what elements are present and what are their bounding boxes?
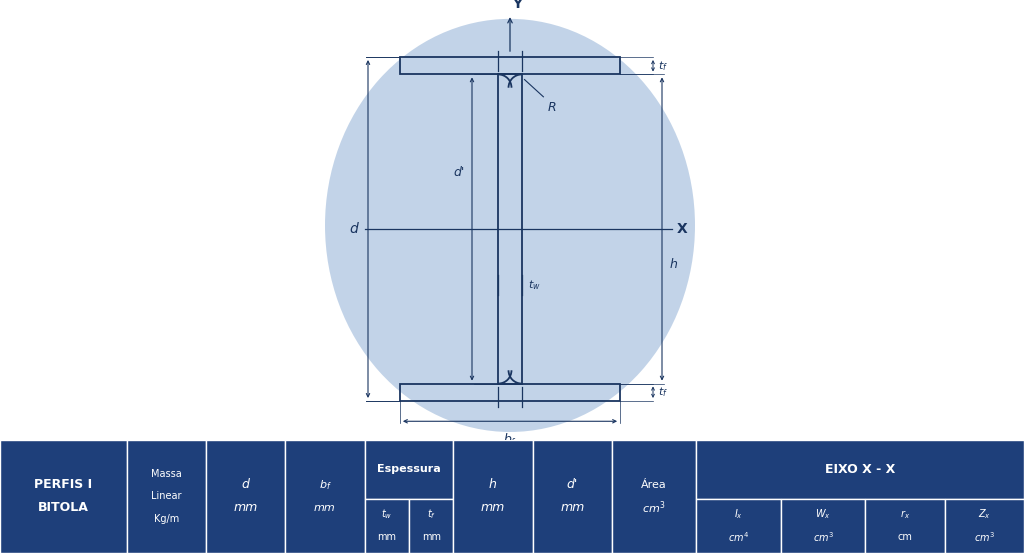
Text: $cm^4$: $cm^4$ [728, 530, 750, 544]
Bar [696, 499, 781, 553]
Text: d': d' [566, 478, 578, 492]
Text: cm: cm [898, 532, 912, 542]
Bar [781, 499, 865, 553]
Text: $b_f$: $b_f$ [318, 478, 332, 492]
Ellipse shape [325, 19, 695, 432]
Text: h: h [489, 478, 497, 492]
Text: Y: Y [512, 0, 522, 11]
Bar [206, 440, 286, 553]
Text: $cm^3$: $cm^3$ [974, 530, 995, 544]
Bar [409, 499, 454, 553]
Text: $t_w$: $t_w$ [381, 508, 392, 521]
Text: $W_x$: $W_x$ [815, 508, 831, 521]
Bar [945, 499, 1024, 553]
Text: mm: mm [233, 501, 258, 514]
Text: Área: Área [641, 480, 667, 490]
Bar [865, 499, 945, 553]
Text: mm: mm [377, 532, 396, 542]
Text: d: d [349, 222, 358, 236]
Text: mm: mm [481, 501, 505, 514]
Bar [365, 499, 409, 553]
Bar [454, 440, 532, 553]
Text: BITOLA: BITOLA [38, 501, 89, 514]
Text: Kg/m: Kg/m [154, 514, 179, 524]
Text: $t_w$: $t_w$ [527, 278, 541, 292]
Text: R: R [548, 101, 556, 114]
Bar [400, 384, 620, 401]
Text: mm: mm [560, 501, 585, 514]
Text: $cm^3$: $cm^3$ [642, 499, 666, 516]
Text: EIXO X - X: EIXO X - X [825, 463, 895, 476]
Text: mm: mm [422, 532, 440, 542]
Text: Linear: Linear [152, 491, 181, 502]
Text: Espessura: Espessura [377, 464, 441, 474]
Bar [532, 440, 612, 553]
Bar [696, 440, 1024, 499]
Text: d': d' [454, 166, 465, 179]
Text: mm: mm [314, 503, 336, 513]
Text: $Z_x$: $Z_x$ [978, 508, 991, 521]
Text: Massa: Massa [152, 468, 182, 479]
Bar [365, 440, 454, 499]
Text: $r_x$: $r_x$ [900, 508, 910, 521]
Bar [612, 440, 696, 553]
Text: PERFIS I: PERFIS I [35, 478, 92, 492]
Bar [127, 440, 206, 553]
Bar [286, 440, 365, 553]
Text: h: h [670, 258, 678, 271]
Text: $I_x$: $I_x$ [734, 508, 743, 521]
Bar [400, 57, 620, 75]
Text: $cm^3$: $cm^3$ [813, 530, 834, 544]
Text: $t_f$: $t_f$ [427, 508, 435, 521]
Text: d: d [242, 478, 250, 492]
Text: $t_f$: $t_f$ [658, 385, 668, 399]
Text: $b_f$: $b_f$ [503, 431, 517, 447]
Text: X: X [677, 222, 688, 236]
Bar [499, 75, 521, 384]
Text: $t_f$: $t_f$ [658, 59, 668, 72]
Bar [0, 440, 127, 553]
